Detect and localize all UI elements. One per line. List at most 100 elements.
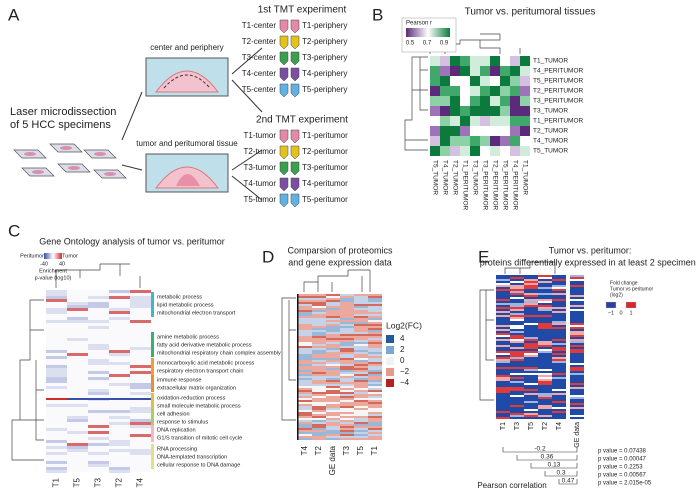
legend-swatch xyxy=(386,379,394,387)
heatmap-cell xyxy=(312,342,326,344)
heatmap-cell xyxy=(354,308,368,310)
sample-label: T1-periphery xyxy=(302,21,347,30)
heatmap-cell xyxy=(326,364,340,366)
heatmap-cell xyxy=(312,434,326,436)
heatmap-cell xyxy=(46,440,67,443)
heatmap-cell xyxy=(538,375,552,377)
heatmap-cell xyxy=(88,347,109,350)
heatmap-cell xyxy=(298,346,312,348)
intro-text: of 5 HCC specimens xyxy=(10,119,111,131)
heatmap-cell xyxy=(524,399,538,401)
heatmap-cell xyxy=(109,383,130,386)
heatmap-cell xyxy=(496,351,510,353)
heatmap-cell xyxy=(312,426,326,428)
heatmap-cell xyxy=(496,287,510,289)
heatmap-cell xyxy=(312,298,326,300)
heatmap-cell xyxy=(450,56,460,66)
heatmap-cell xyxy=(88,326,109,329)
heatmap-cell xyxy=(538,287,552,289)
heatmap-cell xyxy=(496,307,510,309)
heatmap-cell xyxy=(524,385,538,387)
col-label: T1 xyxy=(370,445,379,455)
heatmap-cell xyxy=(298,424,312,426)
heatmap-cell xyxy=(67,443,88,446)
p-value: p value = 0.00047 xyxy=(598,457,647,463)
heatmap-cell xyxy=(88,452,109,455)
heatmap-cell xyxy=(354,394,368,396)
heatmap-cell xyxy=(354,438,368,440)
heatmap-cell xyxy=(570,277,584,279)
legend-tick: 4 xyxy=(400,334,405,343)
heatmap-cell xyxy=(326,336,340,338)
heatmap-cell xyxy=(326,410,340,412)
legend-tick: 0 xyxy=(400,356,405,365)
heatmap-cell xyxy=(524,377,538,379)
heatmap-cell xyxy=(524,367,538,369)
heatmap-cell xyxy=(354,324,368,326)
heatmap-cell xyxy=(354,412,368,414)
heatmap-cell xyxy=(109,443,130,446)
heatmap-cell xyxy=(496,285,510,287)
heatmap-cell xyxy=(552,345,566,347)
heatmap-cell xyxy=(340,426,354,428)
heatmap-cell xyxy=(510,291,524,293)
heatmap-cell xyxy=(510,335,524,337)
col-label: T5 xyxy=(73,477,82,487)
heatmap-cell xyxy=(460,96,470,106)
heatmap-cell xyxy=(46,296,67,299)
heatmap-cell xyxy=(298,368,312,370)
heatmap-cell xyxy=(340,370,354,372)
heatmap-cell xyxy=(130,320,151,323)
heatmap-cell xyxy=(524,303,538,305)
category-bar xyxy=(151,308,154,317)
heatmap-cell xyxy=(354,408,368,410)
heatmap-cell xyxy=(524,353,538,355)
heatmap-cell xyxy=(326,412,340,414)
heatmap-cell xyxy=(326,304,340,306)
heatmap-cell xyxy=(570,345,584,347)
heatmap-cell xyxy=(340,306,354,308)
heatmap-cell xyxy=(524,403,538,405)
heatmap-cell xyxy=(496,359,510,361)
category-bar xyxy=(151,409,154,418)
heatmap-cell xyxy=(510,279,524,281)
heatmap-cell xyxy=(340,322,354,324)
heatmap-cell xyxy=(490,66,500,76)
heatmap-cell xyxy=(340,312,354,314)
heatmap-cell xyxy=(354,432,368,434)
heatmap-cell xyxy=(326,328,340,330)
heatmap-cell xyxy=(354,370,368,372)
heatmap-cell xyxy=(368,348,382,350)
heatmap-cell xyxy=(570,397,584,399)
heatmap-cell xyxy=(326,414,340,416)
heatmap-cell xyxy=(510,363,524,365)
heatmap-cell xyxy=(552,315,566,317)
heatmap-cell xyxy=(326,418,340,420)
heatmap-cell xyxy=(368,416,382,418)
heatmap-cell xyxy=(524,283,538,285)
heatmap-cell xyxy=(326,306,340,308)
heatmap-cell xyxy=(368,344,382,346)
heatmap-cell xyxy=(552,349,566,351)
heatmap-cell xyxy=(570,315,584,317)
intro-text: Laser microdissection xyxy=(10,106,116,118)
heatmap-cell xyxy=(496,301,510,303)
heatmap-cell xyxy=(354,342,368,344)
heatmap-cell xyxy=(510,379,524,381)
heatmap-cell xyxy=(326,312,340,314)
heatmap-cell xyxy=(524,387,538,389)
heatmap-cell xyxy=(312,408,326,410)
heatmap-cell xyxy=(570,385,584,387)
heatmap-cell xyxy=(326,340,340,342)
col-label: T5_TUMOR xyxy=(431,160,438,195)
category-bar xyxy=(151,425,154,434)
heatmap-cell xyxy=(340,432,354,434)
heatmap-cell xyxy=(510,56,520,66)
heatmap-cell xyxy=(312,336,326,338)
tube xyxy=(290,193,300,208)
heatmap-cell xyxy=(354,344,368,346)
heatmap-cell xyxy=(368,306,382,308)
heatmap-cell xyxy=(312,302,326,304)
heatmap-cell xyxy=(312,414,326,416)
heatmap-cell xyxy=(450,146,460,156)
